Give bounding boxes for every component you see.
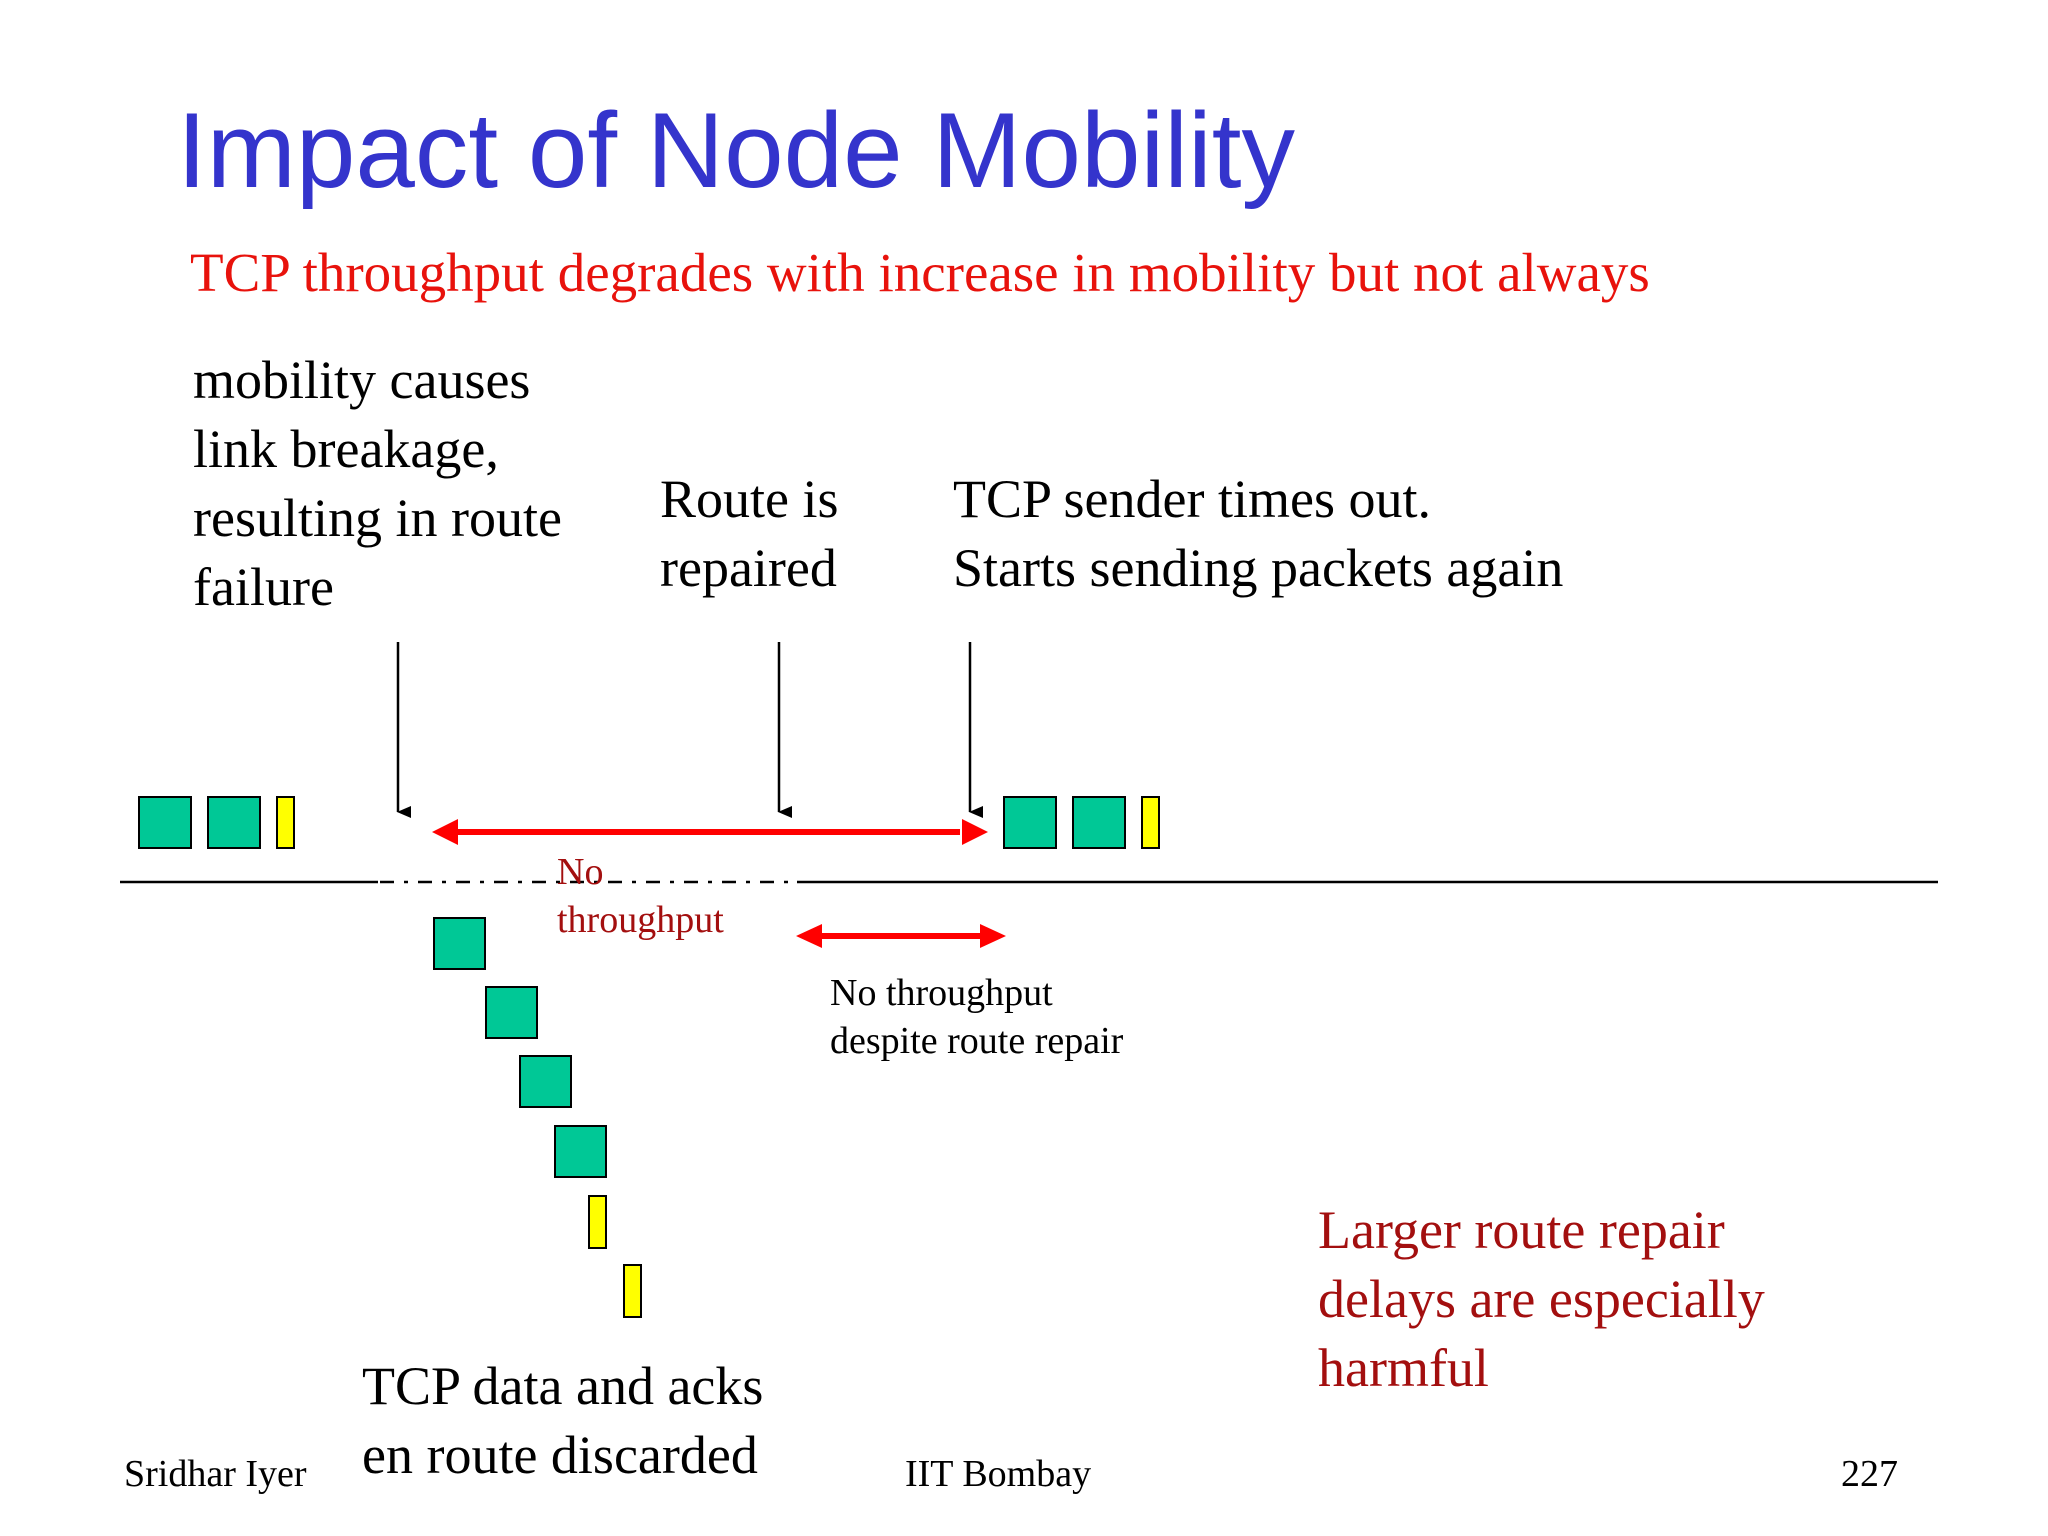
- no-throughput-repair-line: No throughput: [830, 972, 1053, 1014]
- delays-line: harmful: [1318, 1338, 1489, 1398]
- link-break-line: failure: [193, 557, 334, 617]
- link-break-line: mobility causes: [193, 350, 531, 410]
- discarded-label: TCP data and acks en route discarded: [362, 1352, 763, 1490]
- route-repaired-label: Route is repaired: [660, 465, 839, 603]
- link-break-line: link breakage,: [193, 419, 499, 479]
- discarded-data-packet: [433, 917, 486, 970]
- delays-line: Larger route repair: [1318, 1200, 1725, 1260]
- discarded-line: en route discarded: [362, 1425, 758, 1485]
- no-throughput-line: No: [557, 851, 604, 893]
- discarded-data-packet: [485, 986, 538, 1039]
- no-throughput-repair-line: despite route repair: [830, 1020, 1124, 1062]
- no-throughput-label: No throughput: [557, 848, 724, 944]
- footer-author: Sridhar Iyer: [124, 1453, 307, 1495]
- timeout-label: TCP sender times out. Starts sending pac…: [953, 465, 1563, 603]
- discarded-ack-packet: [623, 1264, 642, 1318]
- data-packet: [207, 796, 261, 849]
- no-throughput-repair-arrow: [796, 924, 1006, 948]
- discarded-line: TCP data and acks: [362, 1356, 764, 1416]
- data-packet: [1072, 796, 1126, 849]
- timeout-line: Starts sending packets again: [953, 538, 1564, 598]
- discarded-ack-packet: [588, 1195, 607, 1249]
- ack-packet: [1141, 796, 1160, 849]
- timeout-line: TCP sender times out.: [953, 469, 1431, 529]
- slide-title: Impact of Node Mobility: [177, 90, 1296, 210]
- no-throughput-line: throughput: [557, 899, 724, 941]
- page-number: 227: [1841, 1453, 1898, 1495]
- discarded-data-packet: [554, 1125, 607, 1178]
- route-repaired-line: repaired: [660, 538, 837, 598]
- link-break-label: mobility causes link breakage, resulting…: [193, 346, 562, 622]
- discarded-data-packet: [519, 1055, 572, 1108]
- no-throughput-arrow: [432, 819, 988, 845]
- footer-institution: IIT Bombay: [905, 1453, 1092, 1495]
- ack-packet: [276, 796, 295, 849]
- delays-label: Larger route repair delays are especiall…: [1318, 1196, 1765, 1403]
- route-repaired-line: Route is: [660, 469, 839, 529]
- link-break-line: resulting in route: [193, 488, 562, 548]
- data-packet: [1003, 796, 1057, 849]
- no-throughput-repair-label: No throughput despite route repair: [830, 969, 1123, 1065]
- slide-subtitle: TCP throughput degrades with increase in…: [190, 242, 1650, 303]
- data-packet: [138, 796, 192, 849]
- delays-line: delays are especially: [1318, 1269, 1765, 1329]
